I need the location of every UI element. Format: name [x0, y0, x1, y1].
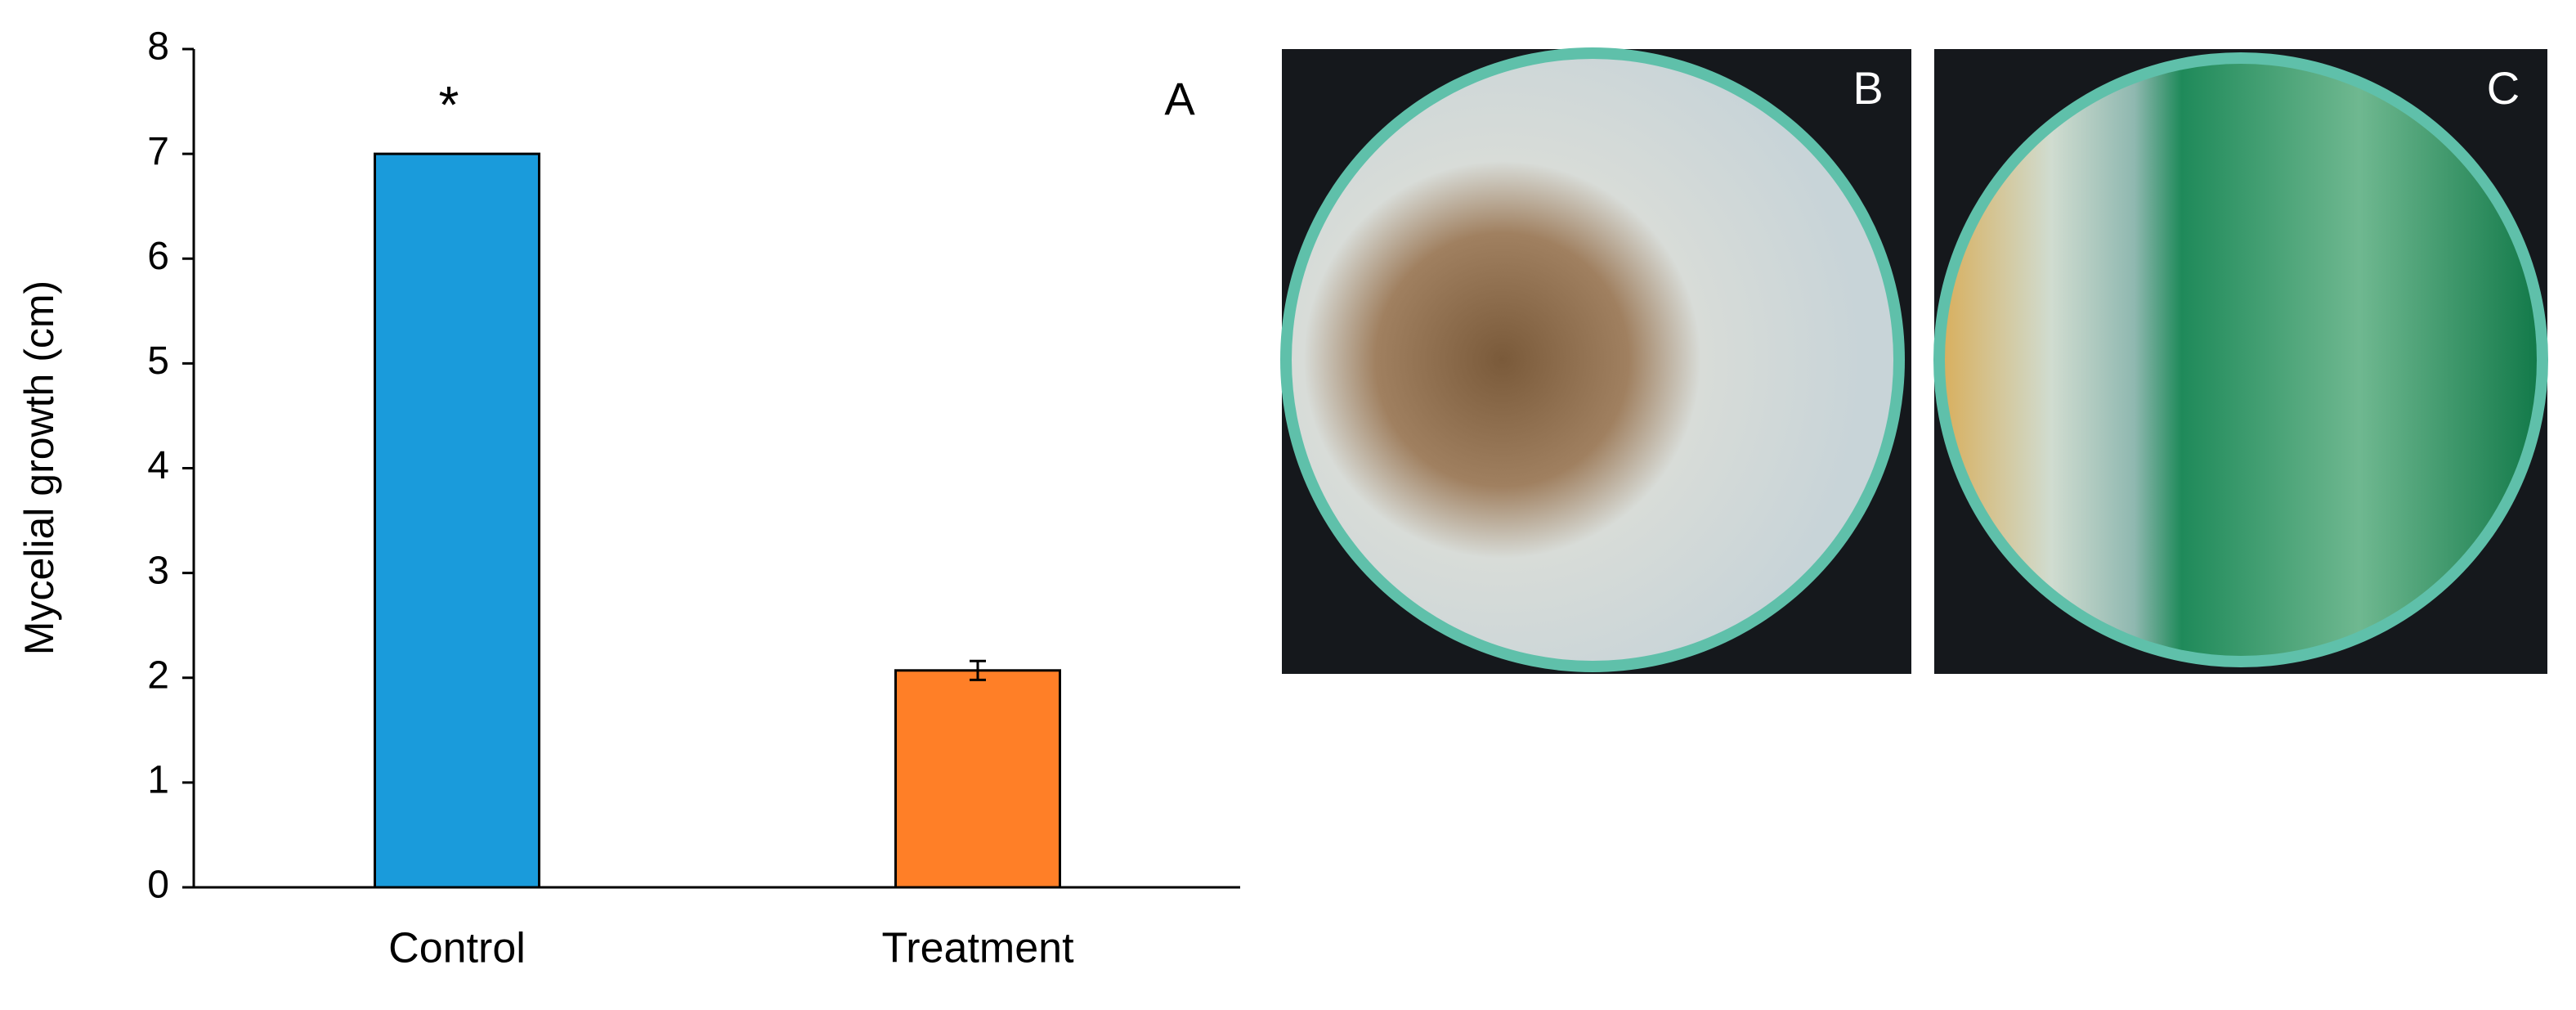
panel-label: B [1852, 62, 1883, 114]
photo-c: C [1933, 49, 2548, 674]
significance-marker: * [439, 75, 459, 134]
bar [374, 152, 540, 889]
photo-b: B [1280, 47, 1911, 674]
y-tick-label: 1 [147, 759, 169, 802]
y-tick-label: 3 [147, 549, 169, 592]
x-tick-label: Control [388, 925, 526, 972]
y-axis-label: Mycelial growth (cm) [16, 281, 62, 655]
x-tick-label: Treatment [881, 925, 1074, 972]
panel-label: C [2487, 62, 2520, 114]
y-tick-label: 2 [147, 653, 169, 697]
y-tick-label: 6 [147, 235, 169, 278]
y-tick-label: 8 [147, 25, 169, 69]
petri-dish [1945, 64, 2537, 656]
y-tick-label: 0 [147, 864, 169, 907]
y-tick-label: 7 [147, 130, 169, 173]
bar [894, 669, 1061, 889]
panel-label: A [1164, 73, 1195, 124]
y-tick-label: 4 [147, 444, 169, 487]
petri-dish [1292, 59, 1893, 661]
y-tick-label: 5 [147, 339, 169, 383]
